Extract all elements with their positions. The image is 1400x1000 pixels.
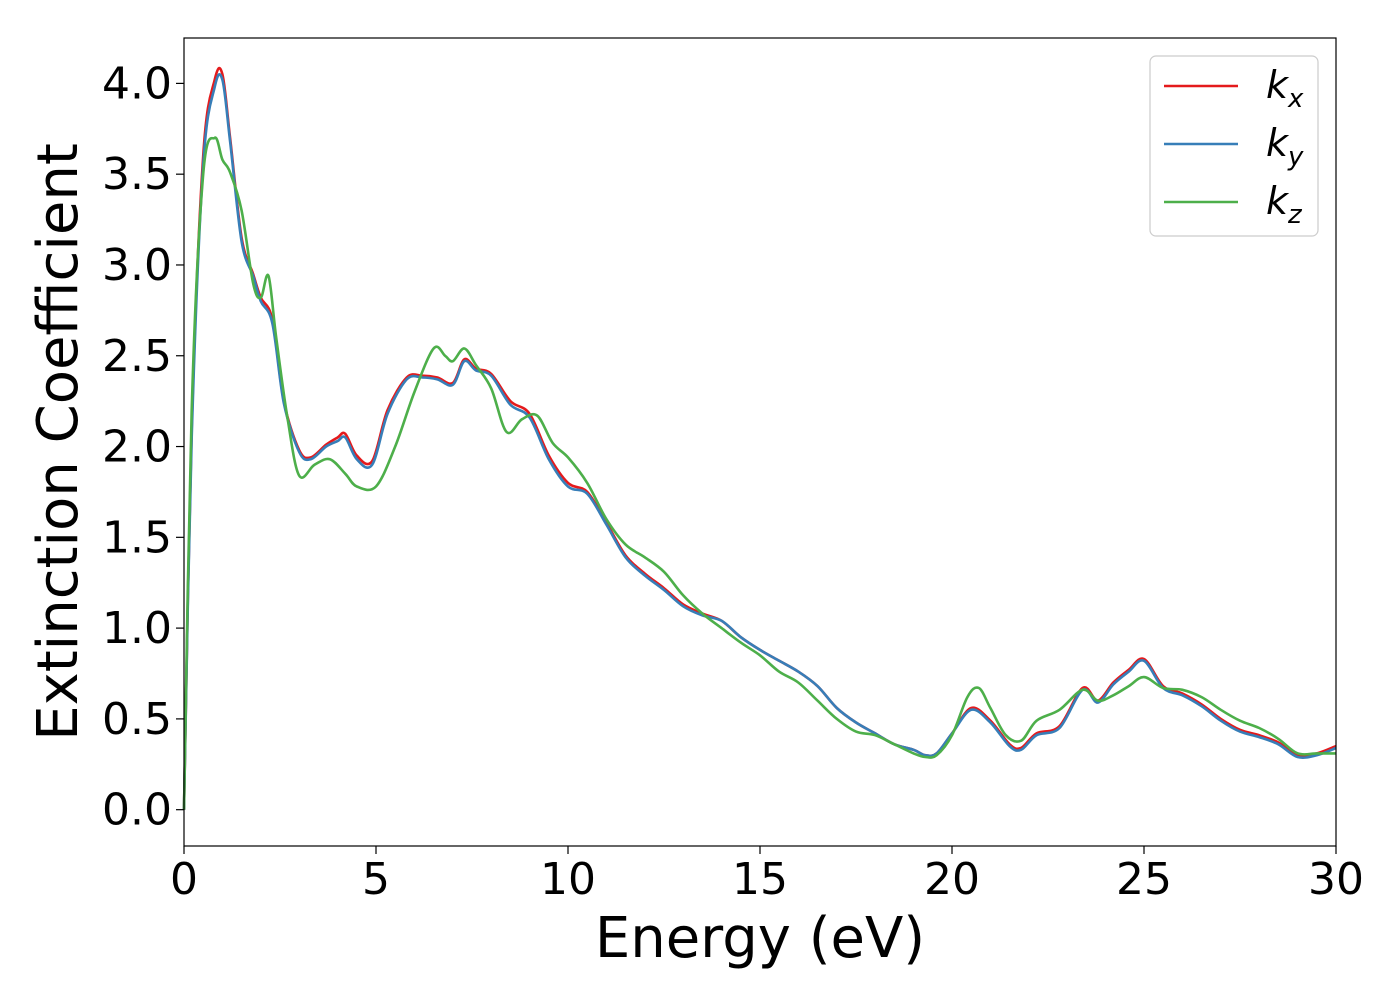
y-tick-label: 0.0 <box>102 785 172 836</box>
y-tick-label: 4.0 <box>102 58 172 109</box>
series-line-z <box>182 136 1336 810</box>
series-layer <box>182 66 1337 810</box>
x-tick-label: 0 <box>170 854 198 905</box>
y-tick-label: 3.0 <box>102 240 172 291</box>
y-tick-label: 1.0 <box>102 603 172 654</box>
legend-label-z: kz <box>1266 179 1303 230</box>
x-tick-label: 10 <box>540 854 596 905</box>
y-tick-label: 1.5 <box>102 512 172 563</box>
x-tick-label: 30 <box>1308 854 1364 905</box>
x-tick-label: 5 <box>362 854 390 905</box>
x-tick-label: 25 <box>1116 854 1172 905</box>
ticks-layer: 0 5 10 15 20 25 30 0.0 0.5 1.0 1.5 2.0 2.5 3.0 3.5 4.0 <box>102 58 1364 905</box>
x-axis-title: Energy (eV) <box>595 906 925 971</box>
legend: kx ky kz <box>1149 55 1319 237</box>
legend-label-y: ky <box>1266 121 1304 172</box>
series-line-y <box>182 73 1337 810</box>
y-axis-title: Extinction Coefficient <box>26 143 91 741</box>
legend-label-x: kx <box>1266 63 1304 114</box>
x-tick-label: 15 <box>732 854 788 905</box>
legend-box <box>1149 55 1319 237</box>
y-tick-label: 2.5 <box>102 331 172 382</box>
y-tick-label: 0.5 <box>102 694 172 745</box>
y-tick-label: 3.5 <box>102 149 172 200</box>
x-tick-label: 20 <box>924 854 980 905</box>
y-tick-label: 2.0 <box>102 422 172 473</box>
